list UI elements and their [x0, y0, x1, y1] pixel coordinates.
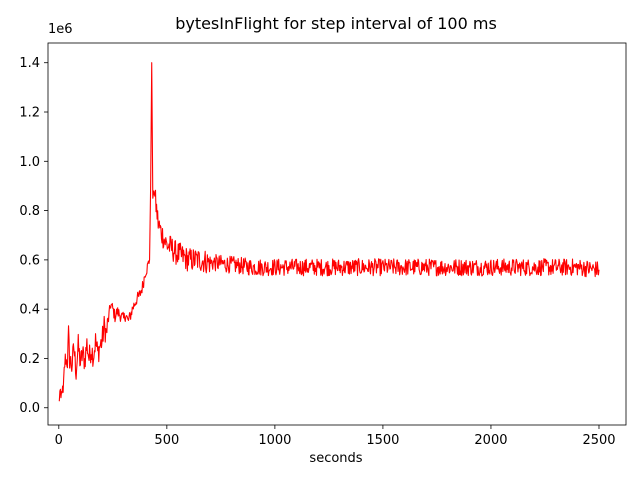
- x-tick-label: 2500: [582, 433, 615, 448]
- x-axis-label: seconds: [309, 451, 362, 466]
- plot-area: [58, 62, 600, 402]
- x-tick-label: 1500: [366, 433, 399, 448]
- y-offset-label: 1e6: [48, 22, 73, 37]
- chart-title: bytesInFlight for step interval of 100 m…: [175, 14, 497, 33]
- y-tick-label: 0.0: [19, 401, 40, 416]
- y-tick-label: 1.2: [19, 106, 40, 121]
- x-tick-label: 500: [154, 433, 179, 448]
- series-line: [58, 62, 600, 402]
- x-tick-label: 2000: [474, 433, 507, 448]
- y-tick-label: 1.4: [19, 56, 40, 71]
- x-tick-label: 0: [55, 433, 63, 448]
- axes-frame: [47, 42, 627, 426]
- y-tick-label: 0.8: [19, 204, 40, 219]
- x-tick-label: 1000: [258, 433, 291, 448]
- y-tick-label: 0.6: [19, 253, 40, 268]
- axes: 0 500 1000 1500 2000 2500 0.0 0.2 0.4 0.6 0.8 1.0 1.…: [19, 42, 627, 448]
- y-tick-label: 0.2: [19, 352, 40, 367]
- y-tick-label: 1.0: [19, 155, 40, 170]
- y-tick-label: 0.4: [19, 303, 40, 318]
